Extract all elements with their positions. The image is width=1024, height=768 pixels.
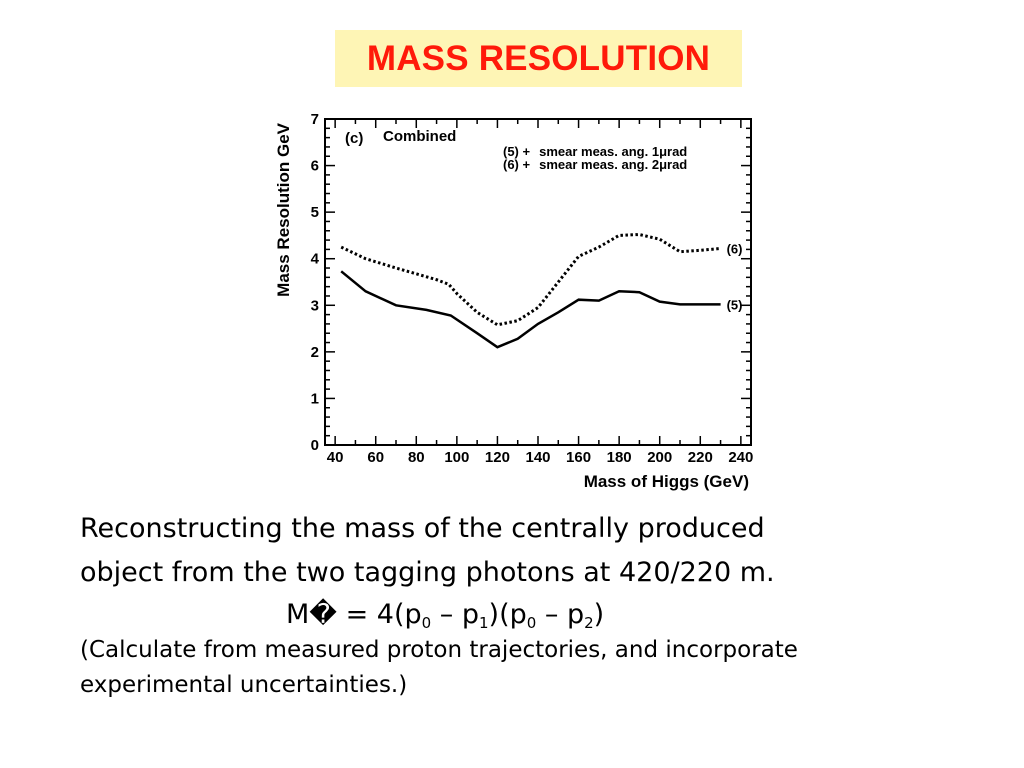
legend-id-6: (6) + [503,157,531,172]
series-layer: (6) (5) [340,232,743,349]
x-tick-label: 220 [688,449,713,466]
legend: (5) + smear meas. ang. 1μrad (6) + smear m… [503,144,687,172]
y-tick-label: 3 [311,297,319,314]
legend-entry-6: (6) + smear meas. ang. 2μrad [503,157,687,172]
x-tick-label: 240 [728,449,753,466]
y-tick-label: 6 [311,158,319,175]
formula-mid-2: )(p [488,599,527,630]
mass-formula: M� = 4(p0 – p1)(p0 – p2) [286,599,604,632]
axis-ticks [325,118,751,446]
x-tick-label: 40 [327,449,344,466]
x-tick-labels: 40 60 80 100 120 140 160 180 200 220 240 [327,449,754,466]
description-line-1: Reconstructing the mass of the centrally… [80,513,765,544]
formula-sub-1: 0 [421,614,432,632]
y-tick-label: 4 [311,251,320,268]
panel-label: (c) [345,130,363,147]
formula-sub-2: 1 [478,614,489,632]
mass-resolution-chart: 40 60 80 100 120 140 160 180 200 220 240 01234567 … [274,111,754,491]
legend-unit-5: μrad [659,144,687,159]
y-tick-label: 7 [311,111,319,128]
x-tick-label: 80 [408,449,425,466]
description-line-2: object from the two tagging photons at 4… [80,557,775,588]
x-tick-label: 200 [647,449,672,466]
x-tick-label: 180 [607,449,632,466]
series-label-6: (6) [727,241,743,256]
panel-title: Combined [383,128,456,145]
y-tick-label: 2 [311,344,319,361]
note-line-1: (Calculate from measured proton trajecto… [80,637,798,663]
slide-title: MASS RESOLUTION [366,38,711,78]
y-tick-label: 0 [311,437,319,454]
formula-mid-1: – p [431,599,479,630]
x-tick-label: 140 [525,449,550,466]
x-tick-label: 100 [444,449,469,466]
y-tick-label: 5 [311,204,319,221]
x-axis-label: Mass of Higgs (GeV) [584,472,749,491]
formula-sub-3: 0 [526,614,537,632]
formula-mid-4: ) [593,599,605,630]
y-axis-label: Mass Resolution GeV [274,122,293,296]
formula-sub-4: 2 [584,614,594,632]
title-box: MASS RESOLUTION [335,30,742,87]
legend-text-6: smear meas. ang. 2 [539,157,659,172]
formula-mid-3: – p [536,599,585,630]
legend-id-5: (5) + [503,144,531,159]
legend-text-5: smear meas. ang. 1 [539,144,659,159]
x-tick-label: 60 [367,449,384,466]
y-tick-label: 1 [311,390,319,407]
note-line-2: experimental uncertainties.) [80,672,408,698]
legend-entry-5: (5) + smear meas. ang. 1μrad [503,144,687,159]
series-line-6 [340,232,721,327]
y-tick-labels: 0 1 2 3 4 5 6 7 [311,111,320,454]
legend-unit-6: μrad [659,157,687,172]
series-label-5: (5) [727,297,743,312]
formula-lhs: M� = 4(p [286,599,422,630]
series-line-5 [340,270,721,349]
x-tick-label: 120 [485,449,510,466]
x-tick-label: 160 [566,449,591,466]
